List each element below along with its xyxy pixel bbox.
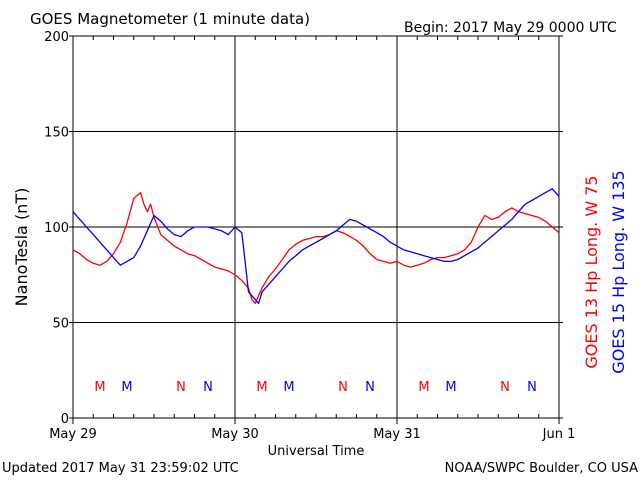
- legend-goes13: GOES 13 Hp Long. W 75: [582, 175, 601, 368]
- tick-layer: 0 50 100 150 200 May 29 May 30 May 31 Jun 1: [44, 30, 575, 442]
- noon-marker: N: [500, 380, 510, 395]
- midnight-marker: M: [283, 380, 294, 395]
- x-tick-label: May 31: [373, 427, 421, 442]
- legend-goes15: GOES 15 Hp Long. W 135: [609, 170, 628, 373]
- updated-label: Updated 2017 May 31 23:59:02 UTC: [2, 461, 239, 476]
- noon-marker: N: [365, 380, 375, 395]
- noon-marker: N: [203, 380, 213, 395]
- begin-time-label: Begin: 2017 May 29 0000 UTC: [404, 20, 617, 36]
- noon-marker: N: [338, 380, 348, 395]
- series-goes13-line: [72, 191, 560, 305]
- noon-marker: N: [527, 380, 537, 395]
- midnight-marker: M: [94, 380, 105, 395]
- gridlines: [73, 36, 559, 418]
- x-tick-label: May 30: [211, 427, 259, 442]
- series-layer: [72, 188, 560, 305]
- noon-marker: N: [176, 380, 186, 395]
- y-tick-label: 50: [52, 317, 69, 332]
- chart-title: GOES Magnetometer (1 minute data): [30, 10, 310, 28]
- series-goes15-line: [72, 188, 560, 305]
- y-tick-label: 150: [44, 126, 69, 141]
- y-tick-label: 200: [44, 30, 69, 45]
- midnight-marker: M: [121, 380, 132, 395]
- y-tick-label: 100: [44, 221, 69, 236]
- x-tick-label: May 29: [49, 427, 97, 442]
- y-tick-label: 0: [61, 412, 69, 427]
- x-tick-label: Jun 1: [542, 427, 576, 442]
- y-axis-label: NanoTesla (nT): [12, 188, 31, 307]
- x-axis-label: Universal Time: [268, 444, 365, 459]
- midnight-marker: M: [256, 380, 267, 395]
- midnight-marker: M: [445, 380, 456, 395]
- source-label: NOAA/SWPC Boulder, CO USA: [445, 461, 638, 476]
- midnight-marker: M: [418, 380, 429, 395]
